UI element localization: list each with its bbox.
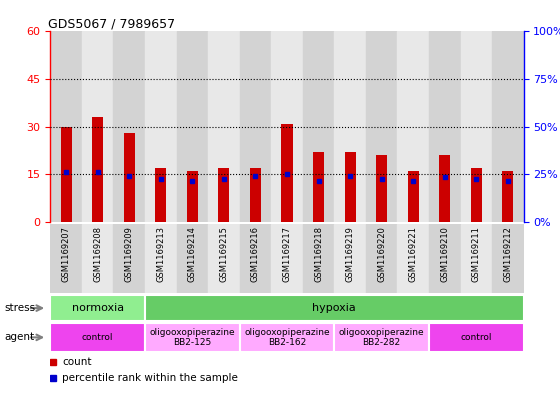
Bar bbox=[218, 168, 230, 222]
Bar bbox=[429, 323, 524, 352]
Bar bbox=[240, 323, 334, 352]
Bar bbox=[376, 155, 387, 222]
Text: control: control bbox=[460, 333, 492, 342]
Text: GSM1169207: GSM1169207 bbox=[62, 226, 71, 282]
Bar bbox=[145, 31, 176, 222]
Bar bbox=[50, 224, 82, 293]
Text: GSM1169219: GSM1169219 bbox=[346, 226, 354, 282]
Bar bbox=[82, 31, 114, 222]
Bar bbox=[398, 224, 429, 293]
Text: normoxia: normoxia bbox=[72, 303, 124, 313]
Text: GSM1169214: GSM1169214 bbox=[188, 226, 197, 282]
Text: GSM1169212: GSM1169212 bbox=[503, 226, 512, 282]
Bar bbox=[439, 155, 450, 222]
Text: GSM1169211: GSM1169211 bbox=[472, 226, 481, 282]
Bar bbox=[145, 224, 176, 293]
Bar bbox=[114, 31, 145, 222]
Bar bbox=[240, 31, 271, 222]
Bar bbox=[92, 117, 103, 222]
Text: hypoxia: hypoxia bbox=[312, 303, 356, 313]
Bar bbox=[145, 295, 524, 321]
Bar bbox=[398, 31, 429, 222]
Bar bbox=[366, 224, 398, 293]
Bar bbox=[155, 168, 166, 222]
Bar bbox=[114, 224, 145, 293]
Bar bbox=[492, 224, 524, 293]
Bar bbox=[145, 323, 240, 352]
Bar bbox=[50, 323, 145, 352]
Text: GSM1169215: GSM1169215 bbox=[220, 226, 228, 282]
Bar bbox=[176, 224, 208, 293]
Text: GSM1169208: GSM1169208 bbox=[93, 226, 102, 282]
Text: GSM1169216: GSM1169216 bbox=[251, 226, 260, 282]
Text: GSM1169218: GSM1169218 bbox=[314, 226, 323, 282]
Bar bbox=[303, 31, 334, 222]
Bar bbox=[271, 224, 303, 293]
Text: count: count bbox=[62, 357, 92, 367]
Bar bbox=[429, 224, 460, 293]
Bar bbox=[460, 31, 492, 222]
Text: agent: agent bbox=[4, 332, 35, 342]
Text: GSM1169213: GSM1169213 bbox=[156, 226, 165, 282]
Bar bbox=[492, 31, 524, 222]
Bar bbox=[124, 133, 135, 222]
Text: GSM1169217: GSM1169217 bbox=[282, 226, 292, 282]
Text: stress: stress bbox=[4, 303, 36, 313]
Bar bbox=[429, 31, 460, 222]
Bar bbox=[271, 31, 303, 222]
Bar bbox=[250, 168, 261, 222]
Bar bbox=[176, 31, 208, 222]
Bar bbox=[366, 31, 398, 222]
Bar bbox=[282, 123, 292, 222]
Text: oligooxopiperazine
BB2-125: oligooxopiperazine BB2-125 bbox=[150, 328, 235, 347]
Bar bbox=[408, 171, 419, 222]
Bar bbox=[50, 31, 82, 222]
Bar bbox=[208, 224, 240, 293]
Text: GSM1169209: GSM1169209 bbox=[125, 226, 134, 282]
Bar bbox=[502, 171, 514, 222]
Text: oligooxopiperazine
BB2-282: oligooxopiperazine BB2-282 bbox=[339, 328, 424, 347]
Bar bbox=[344, 152, 356, 222]
Bar bbox=[187, 171, 198, 222]
Text: GSM1169220: GSM1169220 bbox=[377, 226, 386, 282]
Text: control: control bbox=[82, 333, 114, 342]
Bar bbox=[334, 323, 429, 352]
Bar bbox=[50, 295, 145, 321]
Text: oligooxopiperazine
BB2-162: oligooxopiperazine BB2-162 bbox=[244, 328, 330, 347]
Text: GDS5067 / 7989657: GDS5067 / 7989657 bbox=[48, 17, 175, 30]
Text: GSM1169210: GSM1169210 bbox=[440, 226, 449, 282]
Text: percentile rank within the sample: percentile rank within the sample bbox=[62, 373, 238, 383]
Bar bbox=[303, 224, 334, 293]
Bar bbox=[334, 31, 366, 222]
Text: GSM1169221: GSM1169221 bbox=[409, 226, 418, 282]
Bar bbox=[334, 224, 366, 293]
Bar bbox=[60, 127, 72, 222]
Bar bbox=[460, 224, 492, 293]
Bar bbox=[208, 31, 240, 222]
Bar bbox=[313, 152, 324, 222]
Bar bbox=[240, 224, 271, 293]
Bar bbox=[82, 224, 114, 293]
Bar bbox=[471, 168, 482, 222]
